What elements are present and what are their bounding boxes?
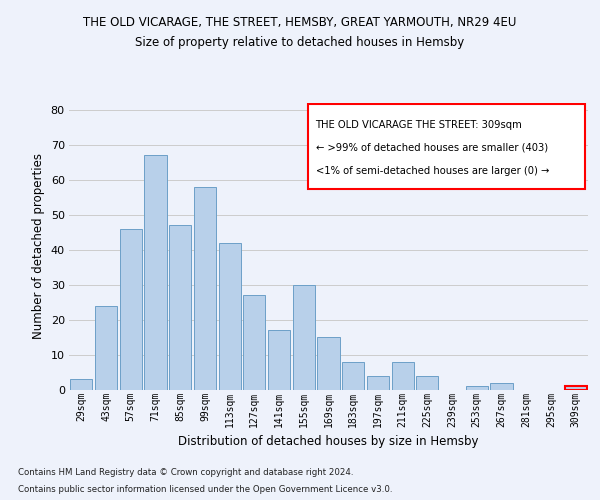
Bar <box>490 383 512 390</box>
Bar <box>169 225 191 390</box>
Text: Size of property relative to detached houses in Hemsby: Size of property relative to detached ho… <box>136 36 464 49</box>
Bar <box>194 186 216 390</box>
Bar <box>218 242 241 390</box>
Bar <box>243 296 265 390</box>
Bar <box>268 330 290 390</box>
Text: Contains HM Land Registry data © Crown copyright and database right 2024.: Contains HM Land Registry data © Crown c… <box>18 468 353 477</box>
Bar <box>416 376 439 390</box>
Bar <box>317 338 340 390</box>
Bar <box>145 155 167 390</box>
Bar <box>293 285 315 390</box>
Bar <box>342 362 364 390</box>
Text: Contains public sector information licensed under the Open Government Licence v3: Contains public sector information licen… <box>18 484 392 494</box>
Text: ← >99% of detached houses are smaller (403): ← >99% of detached houses are smaller (4… <box>316 143 548 153</box>
Bar <box>466 386 488 390</box>
FancyBboxPatch shape <box>308 104 586 189</box>
Bar <box>119 228 142 390</box>
Bar <box>392 362 414 390</box>
Bar <box>367 376 389 390</box>
Bar <box>95 306 117 390</box>
Bar <box>70 380 92 390</box>
Bar <box>565 386 587 390</box>
Text: <1% of semi-detached houses are larger (0) →: <1% of semi-detached houses are larger (… <box>316 166 549 176</box>
Y-axis label: Number of detached properties: Number of detached properties <box>32 153 45 340</box>
Text: THE OLD VICARAGE THE STREET: 309sqm: THE OLD VICARAGE THE STREET: 309sqm <box>316 120 522 130</box>
Text: THE OLD VICARAGE, THE STREET, HEMSBY, GREAT YARMOUTH, NR29 4EU: THE OLD VICARAGE, THE STREET, HEMSBY, GR… <box>83 16 517 29</box>
X-axis label: Distribution of detached houses by size in Hemsby: Distribution of detached houses by size … <box>178 435 479 448</box>
